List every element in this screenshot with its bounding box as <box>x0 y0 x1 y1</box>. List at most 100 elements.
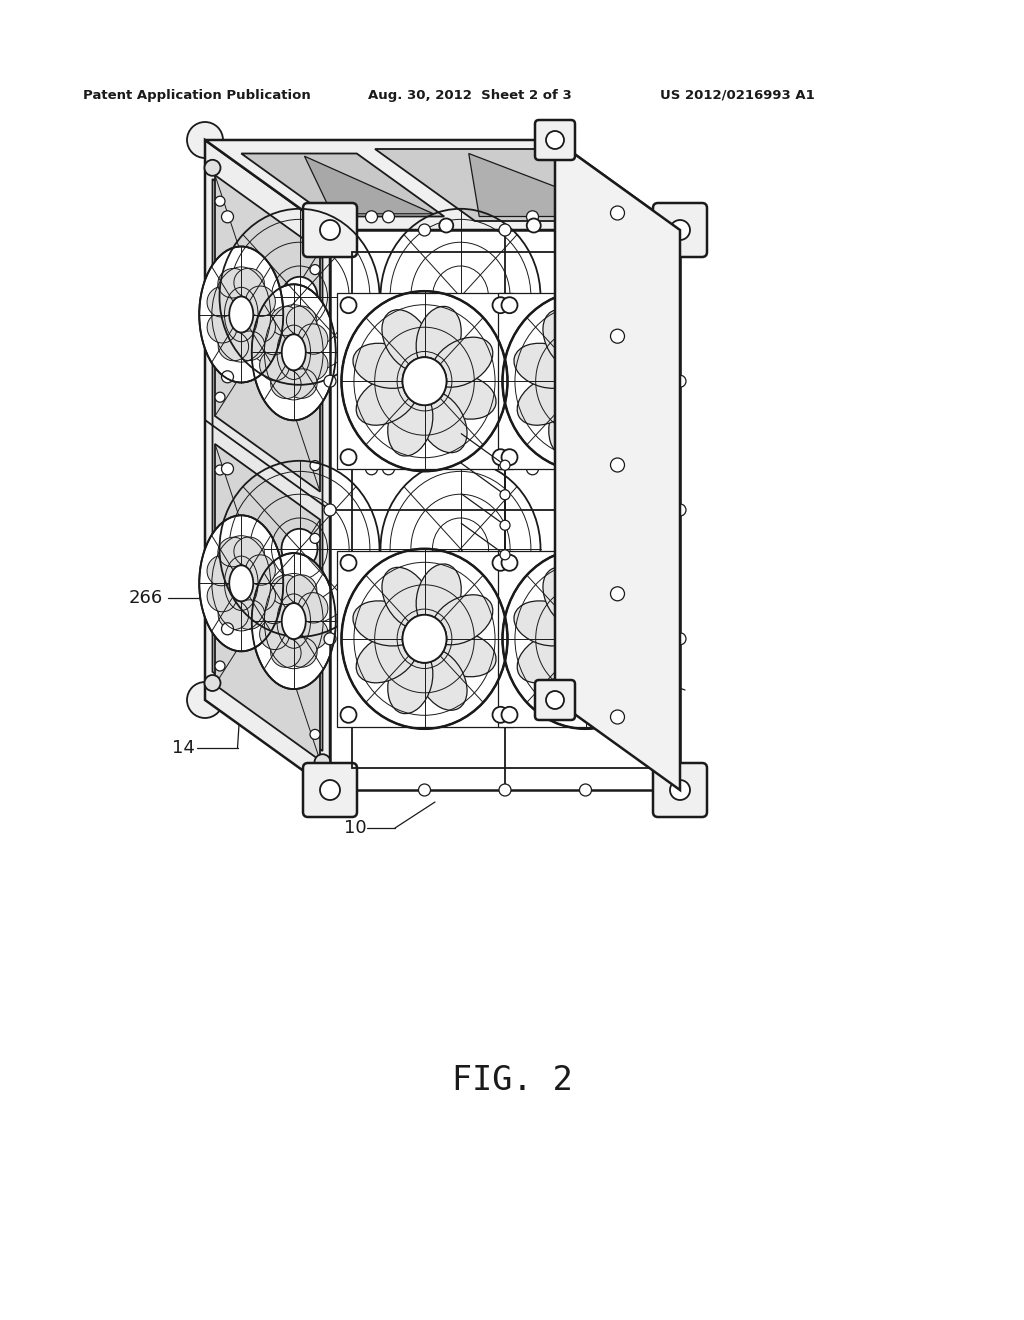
FancyBboxPatch shape <box>653 203 707 257</box>
Ellipse shape <box>422 226 466 282</box>
Ellipse shape <box>294 562 338 619</box>
Text: 14: 14 <box>172 739 195 756</box>
Text: Patent Application Publication: Patent Application Publication <box>83 88 310 102</box>
Circle shape <box>419 784 430 796</box>
Circle shape <box>366 463 378 475</box>
Circle shape <box>310 264 319 275</box>
Ellipse shape <box>517 375 579 425</box>
Ellipse shape <box>232 545 290 589</box>
Ellipse shape <box>309 257 367 301</box>
Ellipse shape <box>298 619 328 649</box>
Ellipse shape <box>393 511 451 553</box>
Ellipse shape <box>578 564 623 630</box>
Circle shape <box>546 690 564 709</box>
Ellipse shape <box>416 564 461 630</box>
Circle shape <box>310 533 319 544</box>
Text: FIG. 2: FIG. 2 <box>452 1064 572 1097</box>
Bar <box>337 550 512 727</box>
Ellipse shape <box>470 510 527 553</box>
Circle shape <box>674 375 686 387</box>
Ellipse shape <box>593 337 654 387</box>
Ellipse shape <box>234 599 264 630</box>
Circle shape <box>341 706 356 723</box>
Ellipse shape <box>252 284 336 420</box>
Ellipse shape <box>282 603 306 639</box>
Circle shape <box>205 675 220 690</box>
Ellipse shape <box>218 601 249 630</box>
Ellipse shape <box>578 391 628 453</box>
Ellipse shape <box>298 350 328 380</box>
Ellipse shape <box>207 286 237 317</box>
Polygon shape <box>555 140 680 789</box>
Circle shape <box>610 587 625 601</box>
Ellipse shape <box>294 226 336 284</box>
Ellipse shape <box>424 310 466 368</box>
Text: 24: 24 <box>633 661 656 678</box>
Circle shape <box>341 449 356 465</box>
Text: Aug. 30, 2012  Sheet 2 of 3: Aug. 30, 2012 Sheet 2 of 3 <box>368 88 571 102</box>
Ellipse shape <box>549 391 594 455</box>
Ellipse shape <box>381 209 541 385</box>
Circle shape <box>610 329 625 343</box>
Circle shape <box>526 219 541 232</box>
Ellipse shape <box>563 358 607 405</box>
Ellipse shape <box>263 562 305 620</box>
Ellipse shape <box>388 391 433 455</box>
Circle shape <box>653 297 670 313</box>
Polygon shape <box>233 168 527 672</box>
Polygon shape <box>205 140 330 789</box>
Ellipse shape <box>388 648 433 714</box>
Ellipse shape <box>394 545 451 589</box>
Ellipse shape <box>424 562 466 620</box>
Circle shape <box>383 371 394 383</box>
Ellipse shape <box>218 268 248 298</box>
Circle shape <box>221 211 233 223</box>
Ellipse shape <box>261 226 305 282</box>
Ellipse shape <box>455 226 498 284</box>
Circle shape <box>526 211 539 223</box>
Ellipse shape <box>381 461 541 636</box>
Circle shape <box>499 784 511 796</box>
Ellipse shape <box>543 568 593 628</box>
Circle shape <box>221 463 233 475</box>
Ellipse shape <box>298 323 328 354</box>
Polygon shape <box>469 153 633 216</box>
FancyBboxPatch shape <box>303 763 357 817</box>
Ellipse shape <box>246 312 275 342</box>
Ellipse shape <box>353 601 418 645</box>
Ellipse shape <box>219 209 380 385</box>
Circle shape <box>493 449 509 465</box>
Circle shape <box>502 554 517 570</box>
Ellipse shape <box>229 297 253 333</box>
Circle shape <box>215 197 225 206</box>
Circle shape <box>310 730 319 739</box>
Circle shape <box>493 706 509 723</box>
Ellipse shape <box>282 529 317 569</box>
Text: 10: 10 <box>344 818 367 837</box>
Ellipse shape <box>431 337 493 387</box>
Ellipse shape <box>218 537 248 566</box>
Ellipse shape <box>270 306 301 335</box>
Ellipse shape <box>219 461 380 636</box>
Ellipse shape <box>294 310 338 367</box>
Bar <box>498 293 674 469</box>
Circle shape <box>502 297 517 313</box>
Ellipse shape <box>578 649 628 710</box>
Circle shape <box>314 754 331 770</box>
Ellipse shape <box>422 478 466 535</box>
Circle shape <box>670 220 690 240</box>
Circle shape <box>546 131 564 149</box>
Ellipse shape <box>246 581 275 611</box>
Ellipse shape <box>382 310 432 371</box>
Circle shape <box>215 392 225 403</box>
Ellipse shape <box>455 310 499 367</box>
Circle shape <box>500 461 510 470</box>
Circle shape <box>439 219 454 232</box>
Circle shape <box>500 490 510 500</box>
Polygon shape <box>375 149 650 220</box>
Ellipse shape <box>246 554 275 585</box>
Polygon shape <box>304 156 433 214</box>
Circle shape <box>537 121 573 158</box>
Circle shape <box>215 465 225 475</box>
Ellipse shape <box>393 259 451 301</box>
